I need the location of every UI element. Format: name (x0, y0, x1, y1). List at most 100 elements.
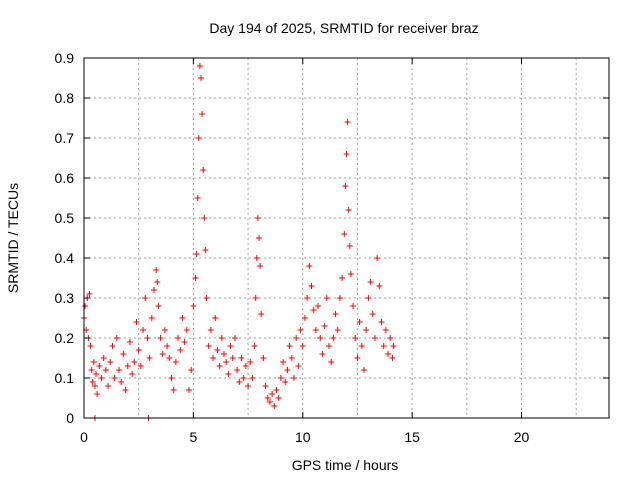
x-tick-label: 0 (80, 429, 88, 445)
data-point (334, 327, 341, 333)
data-point (288, 355, 295, 361)
data-point (299, 343, 306, 349)
data-point (321, 323, 328, 329)
data-point (131, 359, 138, 365)
data-point (124, 363, 131, 369)
data-point (201, 215, 208, 221)
x-axis-label: GPS time / hours (292, 457, 399, 473)
data-point (371, 335, 378, 341)
data-point (339, 275, 346, 281)
y-tick-label: 0.4 (55, 250, 75, 266)
data-point (91, 383, 98, 389)
data-point (129, 371, 136, 377)
data-point (266, 399, 273, 405)
data-point (358, 343, 365, 349)
data-point (242, 363, 249, 369)
data-point (293, 335, 300, 341)
data-point (137, 363, 144, 369)
data-point (192, 275, 199, 281)
data-point (312, 327, 319, 333)
data-point (175, 335, 182, 341)
data-point (236, 379, 243, 385)
data-point (196, 63, 203, 69)
data-point (354, 355, 361, 361)
data-point (277, 375, 284, 381)
data-point (100, 355, 107, 361)
points (81, 63, 397, 421)
data-point (113, 335, 120, 341)
data-point (382, 327, 389, 333)
data-point (181, 339, 188, 345)
data-point (319, 351, 326, 357)
data-point (282, 379, 289, 385)
data-point (286, 343, 293, 349)
data-point (221, 351, 227, 357)
data-point (330, 335, 337, 341)
data-point (252, 295, 259, 301)
data-point (342, 183, 349, 189)
data-point (306, 263, 313, 269)
data-point (346, 243, 353, 249)
y-tick-label: 0.6 (55, 170, 75, 186)
data-point (122, 387, 129, 393)
data-point (102, 367, 109, 373)
data-point (94, 391, 101, 397)
data-point (183, 327, 190, 333)
data-point (135, 347, 142, 353)
data-point (229, 355, 236, 361)
data-point (216, 363, 223, 369)
y-tick-label: 0.3 (55, 290, 75, 306)
data-point (218, 335, 225, 341)
x-tick-label: 15 (404, 429, 420, 445)
y-tick-label: 0.5 (55, 210, 75, 226)
data-point (164, 343, 171, 349)
data-point (200, 167, 207, 173)
data-point (154, 279, 161, 285)
data-point (193, 251, 200, 257)
data-point (258, 311, 265, 317)
data-point (275, 395, 282, 401)
data-point (387, 335, 394, 341)
data-point (168, 375, 175, 381)
data-point (378, 319, 385, 325)
data-point (159, 351, 166, 357)
data-point (238, 355, 245, 361)
data-point (170, 387, 177, 393)
data-point (190, 303, 197, 309)
data-point (179, 315, 186, 321)
data-point (231, 335, 238, 341)
data-point (256, 235, 262, 241)
data-point (385, 351, 392, 357)
data-point (186, 387, 192, 393)
data-point (161, 327, 168, 333)
data-point (367, 279, 374, 285)
data-point (240, 375, 247, 381)
data-point (328, 359, 335, 365)
data-point (350, 303, 357, 309)
y-tick-label: 0.7 (55, 130, 75, 146)
data-point (205, 343, 212, 349)
data-point (225, 371, 232, 377)
data-point (223, 359, 230, 365)
data-point (257, 263, 264, 269)
data-point (214, 347, 221, 353)
data-point (323, 295, 330, 301)
data-point (332, 311, 339, 317)
data-point (376, 283, 383, 289)
data-point (344, 119, 351, 125)
data-point (153, 267, 160, 273)
y-tick-label: 0.8 (55, 90, 75, 106)
data-point (347, 271, 354, 277)
y-axis-label: SRMTID / TECUs (5, 183, 21, 293)
plot-frame (83, 57, 610, 419)
data-point (369, 311, 376, 317)
data-point (96, 363, 103, 369)
data-point (194, 195, 201, 201)
data-point (317, 335, 324, 341)
chart-title: Day 194 of 2025, SRMTID for receiver bra… (209, 20, 478, 36)
data-point (253, 255, 260, 261)
data-point (365, 295, 372, 301)
data-point (297, 327, 304, 333)
data-point (352, 335, 359, 341)
data-point (260, 355, 267, 361)
